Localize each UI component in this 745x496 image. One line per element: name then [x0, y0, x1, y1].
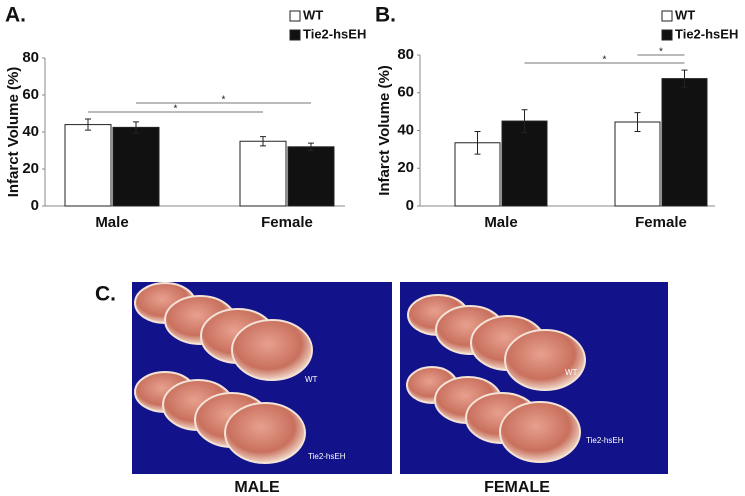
panel-label: B.	[375, 4, 396, 27]
legend-swatch	[661, 29, 673, 41]
bar	[287, 146, 335, 207]
x-tick-label: Female	[261, 214, 313, 231]
error-bar	[474, 130, 481, 155]
y-tick-label: 60	[397, 84, 414, 101]
photo-label: Tie2-hsEH	[308, 452, 346, 461]
error-bar	[681, 69, 688, 88]
bar	[661, 78, 708, 207]
panel-label: A.	[5, 4, 26, 27]
y-tick-label: 40	[397, 121, 414, 138]
legend-label: Tie2-hsEH	[675, 26, 738, 41]
error-bar	[308, 142, 314, 151]
x-tick-label: Female	[635, 214, 687, 231]
y-tick-label: 80	[397, 46, 414, 63]
y-tick-label: 20	[22, 160, 39, 177]
significance-star: *	[222, 95, 226, 106]
photo-label: WT	[565, 368, 578, 377]
panel-label: C.	[95, 283, 116, 306]
bar	[614, 121, 661, 207]
bar	[112, 126, 160, 207]
significance-star: *	[174, 104, 178, 115]
y-tick-label: 40	[22, 123, 39, 140]
error-bar	[521, 109, 528, 133]
error-bar	[260, 136, 266, 147]
photo-label: WT	[305, 375, 318, 384]
legend-swatch	[661, 10, 673, 22]
error-bar	[133, 121, 139, 134]
bar	[64, 124, 112, 207]
y-tick-label: 0	[31, 197, 39, 214]
photo-caption: FEMALE	[484, 479, 550, 496]
legend-swatch	[289, 29, 301, 41]
brain-slices	[134, 282, 586, 464]
legend-swatch	[289, 10, 301, 22]
y-tick-label: 0	[406, 197, 414, 214]
error-bar	[634, 112, 641, 132]
bar	[501, 120, 548, 207]
photo-label: Tie2-hsEH	[586, 436, 624, 445]
x-tick-label: Male	[484, 214, 517, 231]
significance-star: *	[603, 55, 607, 66]
legend-label: Tie2-hsEH	[303, 26, 366, 41]
y-tick-label: 60	[22, 86, 39, 103]
significance-star: *	[659, 47, 663, 58]
y-axis-label: Infarct Volume (%)	[376, 65, 393, 196]
x-tick-label: Male	[95, 214, 128, 231]
y-tick-label: 80	[22, 49, 39, 66]
y-axis-label: Infarct Volume (%)	[5, 67, 22, 198]
bar	[239, 140, 287, 207]
error-bar	[85, 118, 91, 131]
y-tick-label: 20	[397, 159, 414, 176]
legend-label: WT	[675, 7, 695, 22]
legend-label: WT	[303, 7, 323, 22]
photo-caption: MALE	[234, 479, 280, 496]
